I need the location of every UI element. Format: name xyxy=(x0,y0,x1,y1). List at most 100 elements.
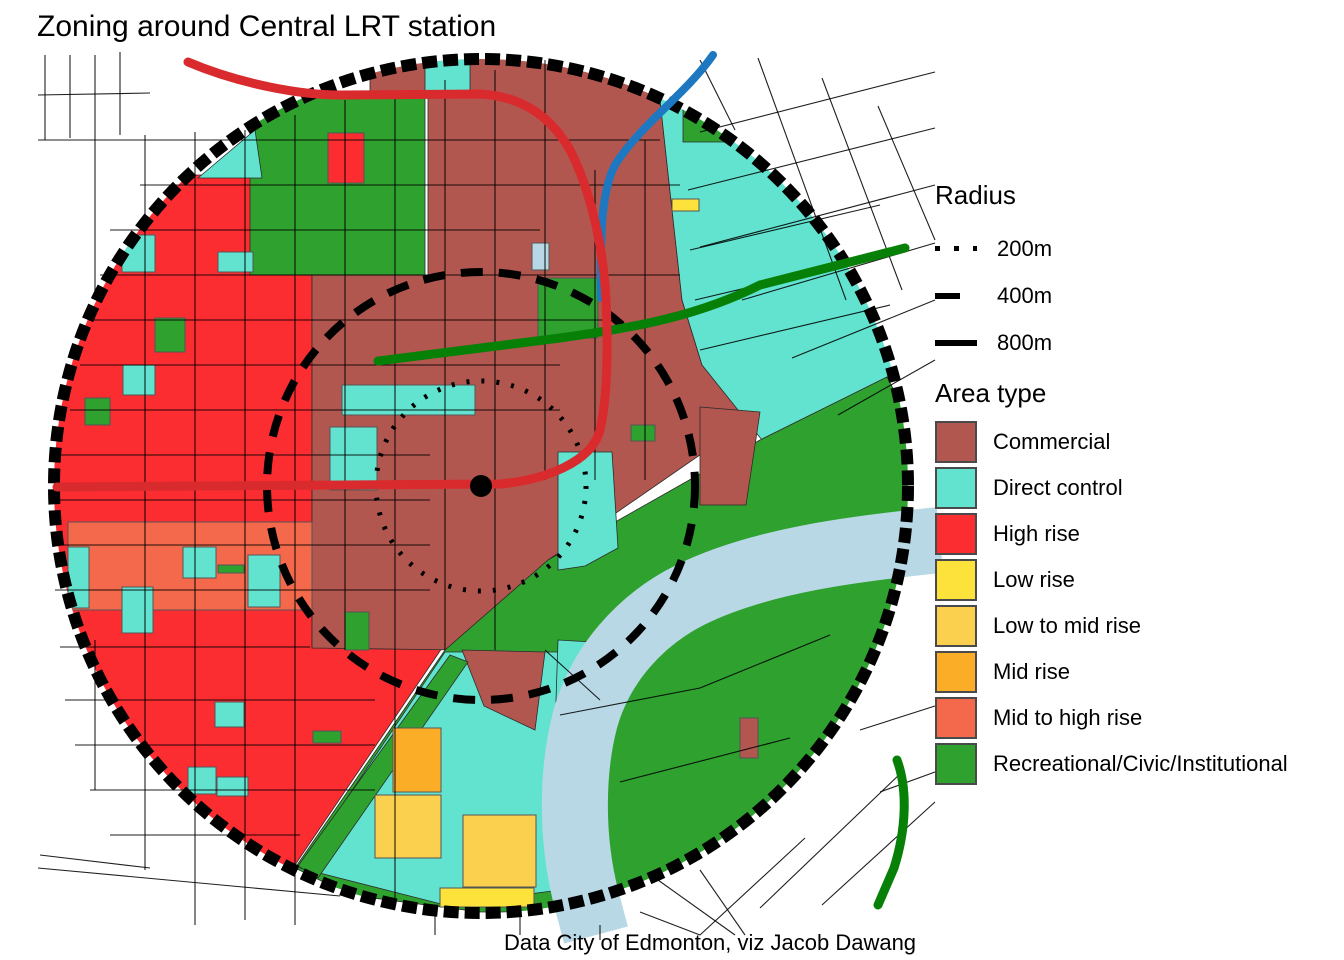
street-line xyxy=(699,59,736,131)
zone-patch-direct_control xyxy=(122,364,156,396)
zone-green-top-block xyxy=(249,96,426,276)
zone-patch-recreational xyxy=(344,611,370,651)
street-line xyxy=(687,127,936,191)
street-line xyxy=(544,649,601,701)
area-legend-title: Area type xyxy=(935,378,1047,408)
street-line xyxy=(657,879,736,936)
zone-brown-wedge-right xyxy=(699,406,761,506)
transit-line-green-south xyxy=(873,755,909,910)
area-legend-item: High rise xyxy=(935,511,1335,557)
zone-patch-direct_control xyxy=(214,701,245,728)
area-legend-rows: Commercial Direct control High rise Low ris… xyxy=(935,419,1335,787)
street-line xyxy=(689,204,881,251)
area-legend-item: Low rise xyxy=(935,557,1335,603)
zone-patch-recreational xyxy=(84,397,111,426)
zone-patch-direct_control xyxy=(329,426,378,491)
color-swatch xyxy=(935,651,977,693)
street-line xyxy=(699,634,831,689)
area-label: High rise xyxy=(993,521,1080,546)
zone-patch-river xyxy=(531,242,550,271)
color-swatch xyxy=(935,605,977,647)
radius-legend-item-800m: 800m xyxy=(935,319,1315,366)
transit-line-green-east xyxy=(373,243,910,366)
street-line xyxy=(559,687,701,716)
radius-label: 800m xyxy=(997,329,1053,355)
radius-legend-item-200m: 200m xyxy=(935,225,1315,272)
zone-patch-recreational xyxy=(537,277,599,339)
color-swatch xyxy=(935,559,977,601)
area-type-legend: Area type Commercial Direct control High r… xyxy=(935,378,1335,787)
radius-legend-rows: 200m 400m 800m xyxy=(935,225,1315,366)
street-line xyxy=(37,867,341,897)
zone-patch-low_mid_rise xyxy=(462,814,537,888)
zone-patch-low_mid_rise xyxy=(374,794,442,859)
street-line xyxy=(859,705,936,731)
area-legend-item: Recreational/Civic/Institutional xyxy=(935,741,1335,787)
zone-cyan-topleft-wedge xyxy=(196,129,263,179)
zone-patch-recreational xyxy=(217,564,245,574)
street-line xyxy=(757,57,847,301)
zone-patch-high_rise xyxy=(327,132,365,184)
page-title: Zoning around Central LRT station xyxy=(37,10,497,43)
ring-400m xyxy=(263,268,699,704)
lrt-line xyxy=(52,57,612,492)
area-legend-item: Mid to high rise xyxy=(935,695,1335,741)
area-label: Commercial xyxy=(993,429,1111,454)
zone-cyan-station-block xyxy=(557,451,619,571)
radius-legend-item-400m: 400m xyxy=(935,272,1315,319)
color-swatch xyxy=(935,421,977,463)
solid-line-sample-icon xyxy=(935,339,977,346)
radius-legend-title: Radius xyxy=(935,180,1016,210)
radius-label: 200m xyxy=(997,235,1053,261)
radius-label: 400m xyxy=(997,282,1053,308)
street-line xyxy=(877,105,936,241)
data-credit-caption: Data City of Edmonton, viz Jacob Dawang xyxy=(503,930,917,955)
area-legend-item: Low to mid rise xyxy=(935,603,1335,649)
zone-green-wedge-diag xyxy=(297,654,469,879)
color-swatch xyxy=(935,513,977,555)
street-line xyxy=(699,304,891,351)
street-line xyxy=(699,837,806,936)
zone-patch-mid_rise xyxy=(392,727,442,793)
street-line xyxy=(759,771,903,909)
area-label: Low to mid rise xyxy=(993,613,1141,638)
zone-patch-low_rise xyxy=(439,887,535,908)
radius-legend: Radius 200m 400m 800m xyxy=(935,180,1315,366)
area-legend-item: Direct control xyxy=(935,465,1335,511)
street-line xyxy=(37,92,151,96)
area-label: Low rise xyxy=(993,567,1075,592)
street-line xyxy=(837,359,936,416)
zone-patch-direct_control xyxy=(217,251,254,273)
area-label: Direct control xyxy=(993,475,1123,500)
zone-patch-recreational xyxy=(154,317,186,353)
zone-patch-commercial xyxy=(739,717,759,759)
area-label: Recreational/Civic/Institutional xyxy=(993,751,1288,776)
zone-patch-recreational xyxy=(630,424,656,442)
area-label: Mid rise xyxy=(993,659,1071,684)
street-line xyxy=(821,801,936,906)
ring-200m xyxy=(373,378,589,594)
dashed-line-sample-icon xyxy=(935,292,977,299)
street-line xyxy=(879,771,936,793)
area-legend-item: Commercial xyxy=(935,419,1335,465)
street-line xyxy=(619,737,791,783)
zone-patch-direct_control xyxy=(247,554,281,608)
dotted-line-sample-icon xyxy=(935,246,977,251)
zone-patch-direct_control xyxy=(216,776,249,797)
zone-patch-recreational xyxy=(312,730,342,744)
street-line xyxy=(699,184,936,248)
street-line xyxy=(639,911,701,936)
street-line xyxy=(39,854,151,869)
zone-patch-direct_control xyxy=(182,546,217,579)
zone-patch-low_rise xyxy=(671,198,700,212)
street-line xyxy=(699,869,746,936)
zone-brown-tongue xyxy=(461,649,546,731)
area-label: Mid to high rise xyxy=(993,705,1143,730)
area-legend-item: Mid rise xyxy=(935,649,1335,695)
ring-800m xyxy=(48,53,914,919)
zone-patch-direct_control xyxy=(121,586,154,634)
central-station-dot xyxy=(470,475,492,497)
color-swatch xyxy=(935,467,977,509)
